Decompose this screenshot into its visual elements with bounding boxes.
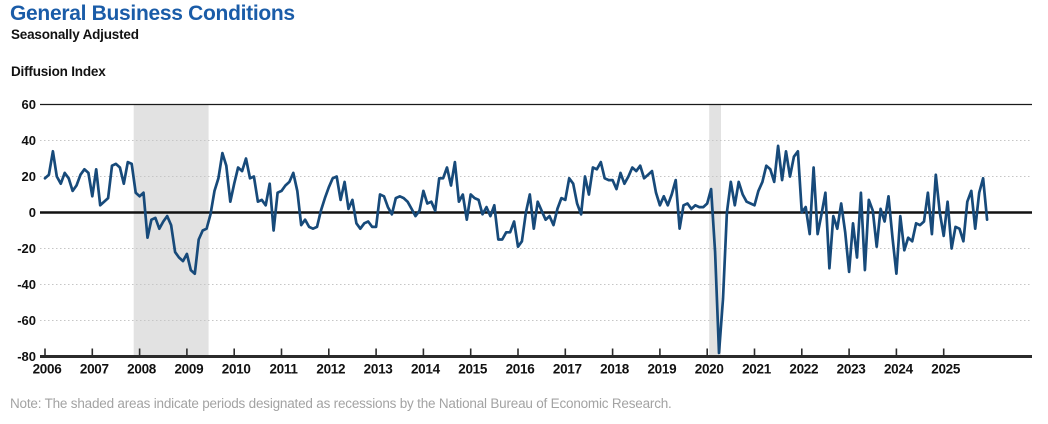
recession-band [709,104,721,357]
x-axis-tick-label: 2022 [789,362,818,377]
recession-bands-layer [133,104,721,357]
x-axis-tick-label: 2019 [647,362,676,377]
y-axis-labels: 60 40 20 0 -20 -40 -60 -80 [17,97,36,364]
y-axis-tick-label: -20 [17,241,36,256]
x-axis-tick-label: 2013 [364,362,394,377]
x-axis-labels: 2006 2007 2008 2009 2010 2011 2012 2013 2014 2015… [33,362,962,377]
x-axis-tick-label: 2007 [80,362,109,377]
x-axis-tick-label: 2014 [411,362,441,377]
y-axis-tick-label: -80 [17,349,36,364]
x-axis-tick-label: 2021 [742,362,772,377]
y-axis-tick-label: 0 [29,205,36,220]
page-subtitle: Seasonally Adjusted [11,27,139,42]
x-axis-tick-label: 2006 [33,362,63,377]
page-title: General Business Conditions [10,2,295,25]
x-axis-tick-label: 2016 [506,362,536,377]
y-axis-tick-label: 60 [22,97,36,112]
y-axis-tick-label: -60 [17,313,36,328]
x-axis-tick-label: 2015 [458,362,488,377]
x-axis-tick-label: 2018 [600,362,630,377]
x-axis-tick-label: 2011 [269,362,298,377]
x-axis-tick-label: 2008 [127,362,157,377]
x-axis-tick-label: 2024 [884,362,914,377]
y-axis-tick-label: 20 [22,169,36,184]
y-axis-title: Diffusion Index [11,64,106,79]
x-axis-tick-label: 2020 [695,362,724,377]
y-axis-tick-label: -40 [17,277,36,292]
x-axis-tick-label: 2025 [931,362,961,377]
y-axis-tick-label: 40 [22,133,36,148]
x-axis-tick-label: 2023 [837,362,867,377]
data-line [43,144,989,355]
x-axis-tick-label: 2009 [174,362,203,377]
note-text: Note: The shaded areas indicate periods … [10,396,672,411]
data-line-layer [43,144,989,355]
gridlines-layer [40,140,1032,321]
x-axis-tick-label: 2012 [316,362,345,377]
x-axis-tick-label: 2017 [553,362,582,377]
x-axis-tick-label: 2010 [222,362,251,377]
